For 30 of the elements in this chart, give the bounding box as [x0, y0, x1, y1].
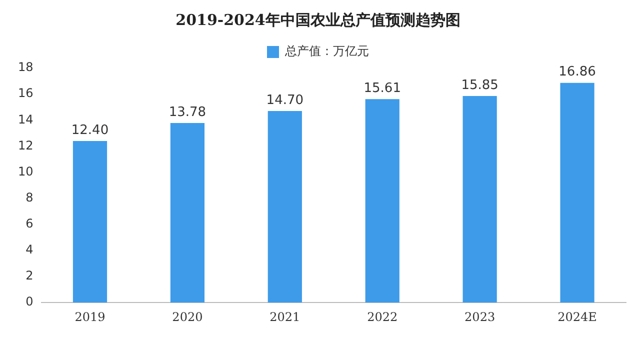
y-tick-label: 4 [26, 242, 34, 257]
x-tick-label: 2020 [172, 310, 203, 324]
text: 16.86 [558, 64, 596, 80]
text: 15.85 [461, 78, 498, 93]
bar [268, 111, 302, 303]
y-tick-label: 0 [26, 294, 34, 309]
y-tick-label: 14 [18, 112, 34, 126]
x-tick-label: 2023 [464, 310, 496, 324]
bar [72, 140, 108, 303]
y-tick-label: 2 [26, 268, 34, 283]
y-tick-label: 18 [18, 60, 34, 74]
y-tick-label: 12 [18, 138, 34, 152]
bar [365, 99, 400, 303]
text: 15.61 [364, 81, 401, 96]
text: 13.78 [168, 104, 206, 120]
y-tick-label: 8 [26, 190, 34, 204]
text: 12.40 [71, 122, 109, 138]
bar [462, 96, 497, 303]
chart-title: 2019-2024年中国农业总产值预测趋势图 [176, 10, 460, 29]
bar [560, 82, 594, 303]
bar [170, 123, 205, 303]
x-tick-label: 2021 [270, 310, 300, 324]
legend-label: 总产值：万亿元 [284, 44, 369, 58]
y-tick-label: 16 [18, 86, 34, 100]
y-tick-label: 6 [26, 216, 34, 231]
x-tick-label: 2024E [558, 310, 597, 324]
y-tick-label: 10 [18, 164, 34, 178]
text: 14.70 [266, 92, 304, 108]
x-tick-label: 2022 [367, 310, 398, 324]
x-tick-label: 2019 [74, 310, 106, 324]
